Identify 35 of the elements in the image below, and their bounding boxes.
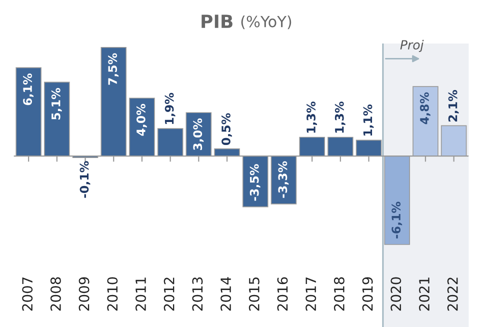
x-tick-label: 2016: [277, 277, 288, 311]
x-tick-label: 2018: [334, 277, 344, 311]
data-label: -0,1%: [80, 161, 90, 198]
data-label: 3,0%: [193, 118, 204, 150]
data-label: -6,1%: [392, 202, 402, 238]
chart-subtitle: (%YoY): [241, 16, 292, 30]
data-label: -3,3%: [278, 161, 289, 198]
x-tick-label: 2012: [164, 278, 174, 311]
x-tick-label: 2009: [78, 277, 90, 311]
x-tick-label: 2013: [192, 277, 203, 311]
x-tick-label: 2014: [220, 277, 232, 311]
data-label: 2,1%: [448, 90, 459, 122]
x-tick-label: 2015: [248, 278, 260, 311]
x-tick-label: 2011: [136, 278, 146, 311]
data-label: 1,9%: [164, 92, 176, 124]
x-tick-label: 2020: [390, 277, 402, 311]
data-label: 7,5%: [108, 53, 119, 85]
data-label: 1,3%: [306, 102, 318, 133]
data-label: 1,1%: [363, 104, 374, 136]
data-label: 4,8%: [420, 92, 430, 124]
data-label: 5,1%: [51, 88, 62, 120]
x-tick-label: 2010: [107, 277, 118, 311]
x-tick-label: 2021: [419, 278, 430, 311]
x-tick-label: 2017: [306, 278, 316, 311]
data-label: 6,1%: [23, 74, 34, 106]
x-tick-label: 2022: [447, 278, 458, 311]
x-tick-label: 2007: [22, 278, 33, 311]
data-label: 4,0%: [136, 104, 147, 136]
chart-title: PIB: [202, 14, 232, 28]
band-label: Proj: [400, 40, 424, 52]
x-tick-label: 2008: [50, 277, 61, 311]
data-label: 0,5%: [222, 113, 232, 146]
data-label: -3,5%: [250, 164, 260, 201]
data-label: 1,3%: [334, 102, 346, 133]
x-tick-label: 2019: [362, 277, 373, 311]
